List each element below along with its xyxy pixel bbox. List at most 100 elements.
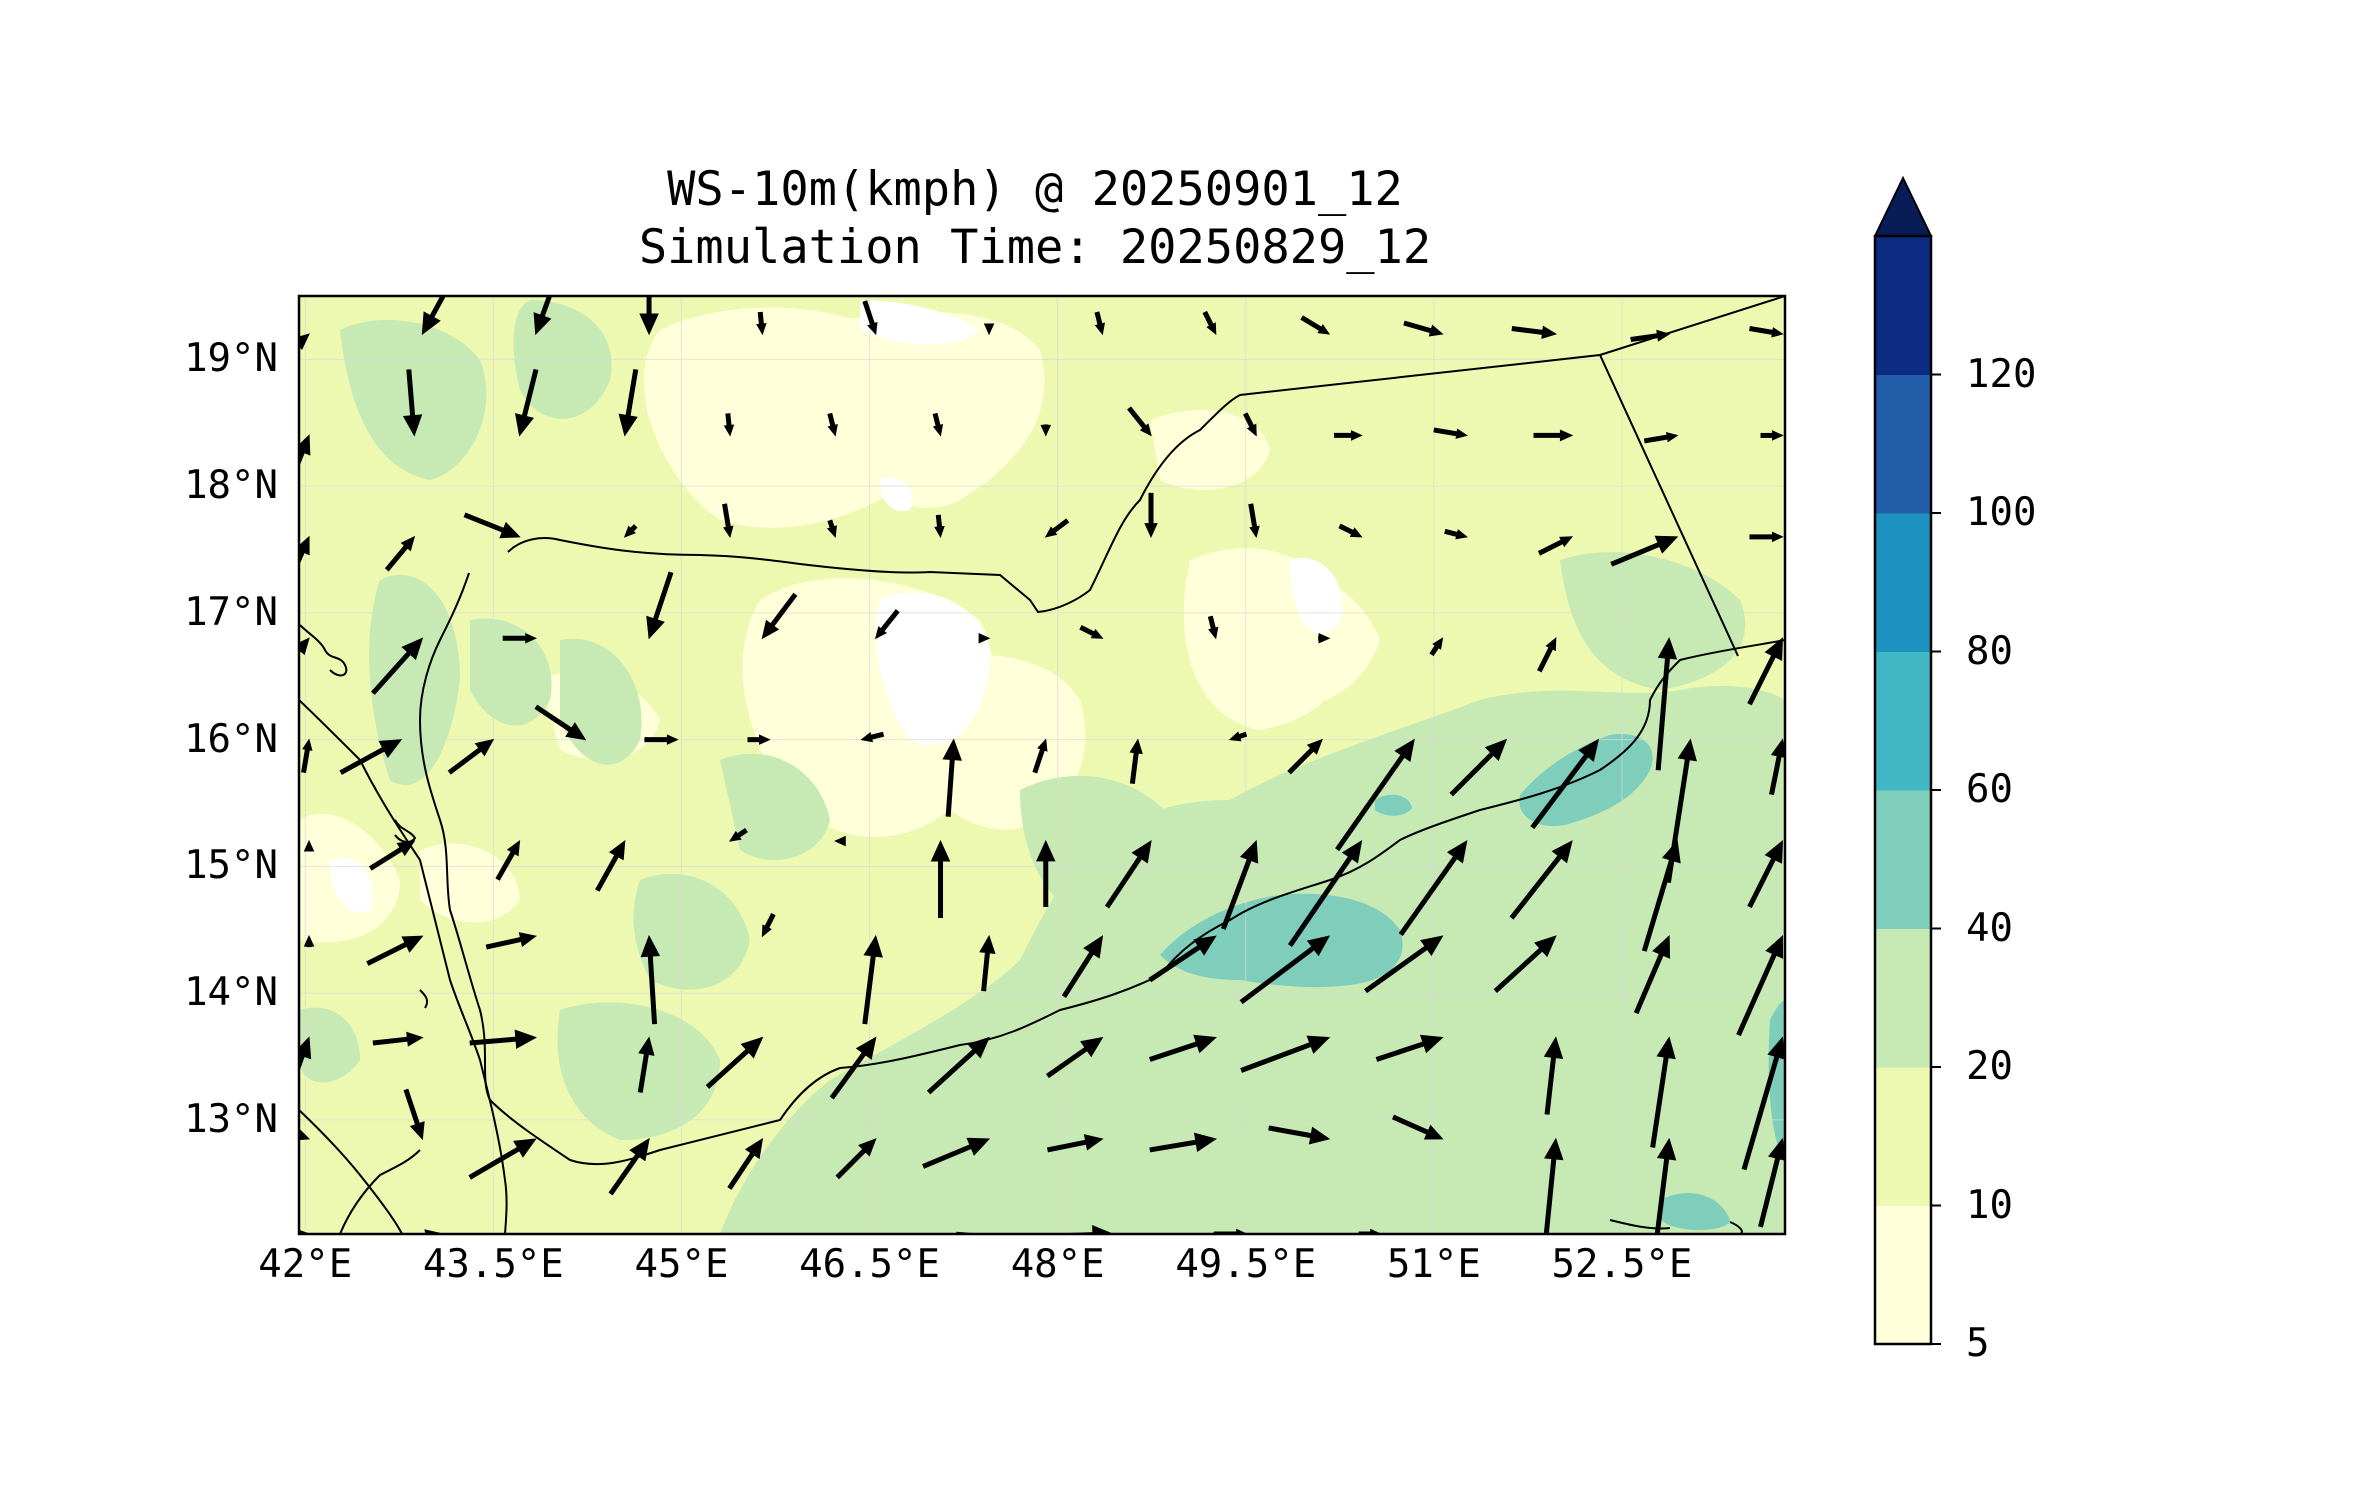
- wind-arrow-head: [506, 839, 521, 857]
- longitude-tick-label: 42°E: [258, 1242, 353, 1287]
- wind-arrow-head: [299, 1036, 312, 1060]
- wind-arrow-head: [1432, 637, 1444, 650]
- wind-arrow-head: [1040, 424, 1052, 437]
- wind-arrow-shaft: [722, 503, 731, 528]
- colorbar-tick-label: 120: [1966, 351, 2037, 397]
- wind-arrow-shaft: [1537, 647, 1554, 673]
- wind-arrow-head: [932, 423, 944, 437]
- wind-arrow-head: [1656, 329, 1671, 342]
- wind-arrow-shaft: [827, 412, 836, 427]
- latitude-tick-label: 15°N: [184, 843, 278, 889]
- wind-arrow-head: [513, 1138, 537, 1158]
- wind-arrow-shaft: [406, 369, 416, 416]
- wind-arrow-head: [1657, 637, 1678, 660]
- wind-arrow-shaft: [368, 847, 403, 871]
- wind-arrow-head: [860, 731, 874, 743]
- latitude-tick-label: 14°N: [184, 970, 278, 1016]
- wind-arrow-shaft: [1747, 857, 1776, 909]
- wind-arrow-shaft: [495, 851, 516, 881]
- wind-arrow-shaft: [870, 731, 885, 740]
- wind-arrow-shaft: [1433, 427, 1458, 437]
- wind-arrow-shaft: [1511, 326, 1543, 335]
- wind-arrow-head: [1543, 1036, 1564, 1060]
- wind-arrow-head: [525, 632, 537, 644]
- wind-arrow-shaft: [1248, 503, 1258, 528]
- wind-arrow-head: [1484, 738, 1508, 762]
- colorbar-tick-label: 40: [1966, 905, 2013, 951]
- wind-arrow-head: [827, 423, 838, 437]
- wind-arrow-shaft: [705, 1049, 750, 1089]
- wind-arrow-head: [1139, 423, 1152, 437]
- wind-arrow-shaft: [1610, 542, 1660, 567]
- wind-arrow-head: [302, 738, 313, 751]
- wind-arrow-head: [303, 934, 315, 947]
- wind-arrow-shaft: [403, 1088, 420, 1125]
- wind-arrow-head: [299, 535, 310, 556]
- wind-arrow-head: [1665, 431, 1679, 443]
- east-african-coast: [299, 1109, 403, 1234]
- wind-arrow-head: [1239, 839, 1259, 864]
- wind-arrow-head: [629, 1137, 650, 1162]
- wind-arrow-head: [1317, 324, 1331, 335]
- longitude-tick-label: 48°E: [1010, 1242, 1105, 1287]
- wind-arrow-head: [1249, 525, 1260, 539]
- wind-arrow-shaft: [1239, 946, 1315, 1005]
- wind-arrow-shaft: [1747, 655, 1776, 706]
- wind-arrow-head: [1661, 839, 1681, 864]
- wind-arrow-shaft: [1449, 752, 1494, 797]
- wind-arrow-head: [402, 414, 423, 437]
- wind-arrow-shaft: [1045, 1046, 1088, 1079]
- wind-arrow-head: [1545, 637, 1557, 652]
- wind-arrow-head: [1318, 632, 1331, 644]
- wind-arrow-head: [618, 413, 638, 437]
- wind-arrow-head: [1308, 1126, 1331, 1145]
- wind-arrow-head: [1037, 738, 1048, 752]
- yemen-coast: [418, 572, 1785, 1166]
- wind-arrow-head: [979, 934, 996, 954]
- wind-arrow-shaft: [1643, 434, 1668, 444]
- wind-arrow-head: [1306, 1035, 1331, 1054]
- map-title: WS-10m(kmph) @ 20250901_12: [667, 162, 1403, 217]
- wind-arrow-shaft: [1148, 1041, 1198, 1062]
- wind-arrow-shaft: [1149, 1139, 1197, 1153]
- wind-arrow-shaft: [1509, 855, 1562, 920]
- wind-arrow-shaft: [468, 1146, 520, 1180]
- wind-arrow-head: [1341, 840, 1363, 864]
- wind-arrow-shaft: [1127, 406, 1147, 429]
- wind-arrow-shaft: [880, 609, 900, 632]
- wind-arrow-head: [858, 1138, 877, 1157]
- wind-speed-band-below-5: [330, 300, 1342, 913]
- wind-arrow-head: [723, 525, 734, 539]
- wind-arrow-head: [514, 1029, 537, 1049]
- wind-arrow-shaft: [736, 827, 748, 838]
- wind-arrow-shaft: [595, 854, 619, 892]
- wind-arrow-head: [638, 1036, 655, 1056]
- wind-arrow-head: [1131, 840, 1152, 864]
- wind-arrow-shaft: [862, 955, 876, 1025]
- wind-arrow-shaft: [1061, 951, 1094, 998]
- wind-arrow-shaft: [935, 514, 943, 528]
- wind-arrow-head: [1193, 935, 1217, 956]
- wind-arrow-head: [1228, 731, 1242, 742]
- wind-arrow-head: [1306, 935, 1331, 957]
- wind-arrow-head: [1771, 327, 1784, 338]
- wind-arrow-shaft: [1633, 953, 1664, 1015]
- wind-arrow-head: [1544, 1137, 1564, 1161]
- wind-arrow-shaft: [1335, 754, 1405, 852]
- wind-arrow-head: [1349, 527, 1363, 538]
- wind-arrow-shaft: [637, 1053, 649, 1093]
- wind-arrow-shaft: [1300, 315, 1322, 332]
- wind-arrow-shaft: [922, 1144, 972, 1169]
- wind-arrow-head: [1771, 531, 1784, 543]
- colorbar-tick-label: 20: [1966, 1044, 2013, 1089]
- wind-arrow-shaft: [371, 651, 411, 695]
- wind-arrow-shaft: [1744, 1252, 1774, 1322]
- eritrea-ethiopia-border: [339, 1149, 421, 1234]
- wind-arrow-head: [1420, 935, 1444, 956]
- colorbar-segment: [1875, 928, 1931, 1068]
- wind-arrow-shaft: [764, 913, 776, 929]
- wind-arrow-head: [1246, 423, 1257, 437]
- wind-arrow-head: [1394, 738, 1415, 763]
- wind-arrow-head: [978, 632, 991, 644]
